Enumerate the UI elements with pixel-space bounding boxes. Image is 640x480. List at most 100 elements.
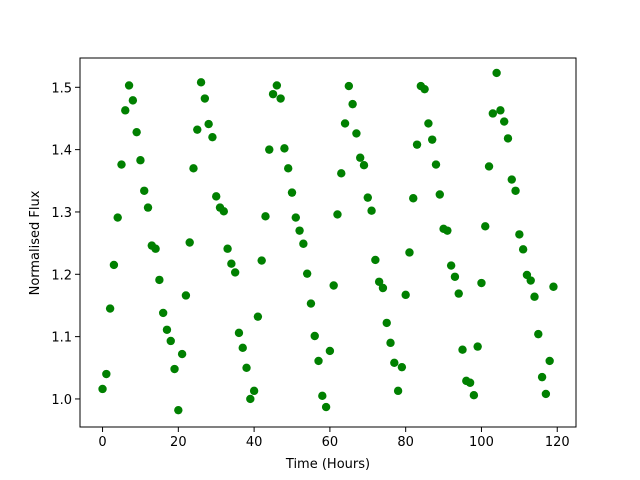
point: [272, 81, 282, 90]
point: [541, 389, 551, 399]
point: [359, 161, 369, 170]
point: [329, 281, 338, 290]
point: [337, 169, 346, 178]
point: [515, 230, 524, 239]
x-tick-label: 20: [170, 435, 187, 450]
point: [132, 127, 141, 137]
y-tick-label: 1.0: [51, 393, 72, 408]
point: [208, 132, 217, 142]
point: [443, 226, 452, 235]
point: [340, 119, 350, 128]
x-tick-label: 120: [545, 435, 570, 450]
point: [530, 292, 539, 301]
y-tick-label: 1.4: [51, 144, 72, 159]
point: [170, 364, 179, 374]
point: [477, 278, 486, 288]
point: [174, 405, 183, 415]
point: [200, 94, 210, 103]
point: [143, 203, 153, 212]
point: [219, 207, 228, 216]
y-tick-label: 1.2: [51, 268, 72, 283]
point: [238, 343, 247, 353]
x-tick-label: 80: [397, 435, 414, 450]
point: [496, 106, 505, 115]
y-axis-label: Normalised Flux: [28, 190, 43, 295]
point: [246, 394, 255, 404]
point: [325, 346, 335, 356]
point: [102, 369, 111, 379]
point: [367, 206, 376, 215]
point: [265, 145, 274, 154]
point: [193, 125, 202, 134]
plot-frame: [79, 57, 577, 428]
point: [242, 363, 251, 372]
point: [526, 276, 535, 285]
point: [473, 342, 482, 351]
point: [371, 255, 380, 265]
point: [140, 186, 149, 195]
point: [454, 289, 463, 298]
point: [390, 358, 399, 367]
point: [291, 213, 300, 222]
point: [181, 291, 191, 300]
point: [253, 312, 263, 321]
point: [386, 338, 395, 348]
point: [151, 244, 160, 253]
point: [302, 269, 312, 278]
point: [356, 153, 365, 162]
point: [113, 213, 122, 222]
point: [405, 248, 414, 257]
point: [321, 402, 331, 412]
point: [409, 194, 418, 203]
point: [185, 238, 194, 247]
point: [234, 328, 244, 338]
x-tick-label: 100: [469, 435, 494, 450]
x-axis-label: Time (Hours): [285, 457, 370, 472]
point: [412, 140, 422, 149]
point: [284, 164, 293, 173]
point: [378, 283, 388, 293]
point: [420, 84, 429, 94]
point: [545, 356, 554, 366]
point: [348, 99, 357, 109]
point: [363, 193, 372, 202]
point: [105, 304, 115, 313]
point: [549, 282, 558, 291]
point: [204, 119, 213, 129]
point: [98, 384, 107, 394]
point: [276, 94, 285, 103]
point: [499, 117, 509, 126]
point: [212, 192, 221, 201]
point: [469, 391, 479, 400]
point: [428, 135, 437, 144]
y-tick-label: 1.1: [51, 331, 72, 346]
point: [223, 244, 232, 253]
point: [109, 260, 119, 270]
point: [196, 78, 206, 87]
point: [481, 222, 490, 231]
point: [227, 259, 236, 268]
point: [310, 331, 319, 341]
point: [280, 144, 289, 153]
point: [511, 186, 520, 195]
point: [117, 160, 126, 169]
point: [249, 386, 259, 396]
point: [401, 290, 410, 300]
point: [314, 356, 323, 366]
point: [136, 156, 145, 165]
point: [333, 210, 342, 219]
point: [503, 134, 513, 143]
point: [261, 212, 270, 221]
point: [397, 362, 407, 372]
point: [393, 386, 403, 396]
point: [424, 119, 433, 128]
point: [268, 89, 278, 99]
y-tick-label: 1.3: [51, 206, 72, 221]
point: [166, 336, 175, 346]
point: [344, 81, 354, 91]
point: [458, 345, 467, 354]
point: [374, 277, 384, 286]
point: [382, 318, 391, 328]
point: [295, 226, 304, 235]
point: [507, 175, 516, 184]
